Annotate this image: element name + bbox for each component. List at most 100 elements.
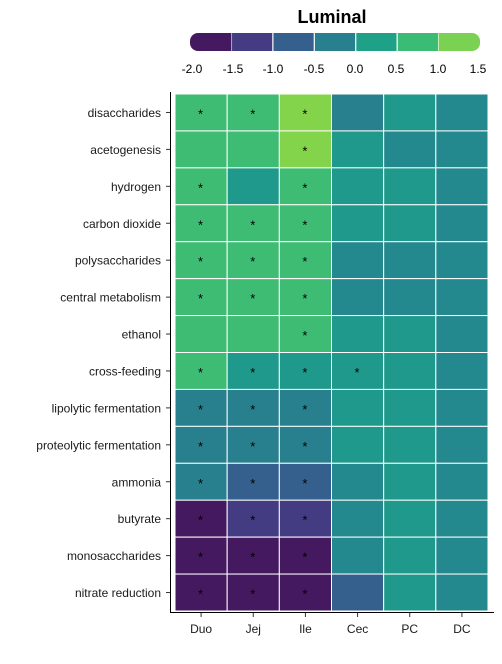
legend-tick-label: -0.5 [304, 62, 325, 76]
significance-asterisk: * [302, 476, 307, 491]
heatmap-cell [435, 573, 489, 612]
heatmap-cell [226, 315, 280, 354]
heatmap-cell [278, 130, 333, 169]
heatmap-cell [383, 278, 437, 317]
heatmap-cell [331, 573, 385, 612]
heatmap-cell [278, 573, 333, 612]
row-label: ethanol [122, 328, 161, 342]
significance-asterisk: * [198, 513, 203, 528]
heatmap-cell [435, 462, 489, 501]
heatmap-cell [278, 315, 333, 354]
column-labels: Duo Jej Ile Cec PC DC [190, 612, 471, 636]
significance-asterisk: * [198, 439, 203, 454]
heatmap-cell [383, 93, 437, 132]
significance-asterisk: * [250, 106, 255, 121]
heatmap-cell [331, 315, 385, 354]
row-label: nitrate reduction [75, 586, 161, 600]
heatmap-cell [226, 130, 280, 169]
row-labels: disaccharides acetogenesis hydrogen carbon … [36, 106, 171, 600]
heatmap-cell [435, 93, 489, 132]
significance-asterisk: * [302, 180, 307, 195]
heatmap-cell [331, 388, 385, 427]
heatmap-cell [331, 352, 385, 390]
column-label: Jej [246, 622, 261, 636]
heatmap-cell [435, 388, 489, 427]
row-label: hydrogen [111, 180, 161, 194]
significance-asterisk: * [198, 587, 203, 602]
significance-asterisk: * [250, 365, 255, 380]
color-legend: -2.0 -1.5 -1.0 -0.5 0.0 0.5 1.0 1.5 [182, 33, 487, 76]
heatmap-cell [278, 167, 333, 206]
heatmap-cell [174, 241, 228, 280]
heatmap-cell [435, 167, 489, 206]
heatmap-cell [435, 130, 489, 169]
heatmap-cell [383, 315, 437, 354]
legend-color-bin [397, 33, 439, 51]
significance-asterisk: * [302, 217, 307, 232]
heatmap-cell [174, 352, 228, 390]
significance-asterisk: * [198, 217, 203, 232]
significance-asterisk: * [250, 513, 255, 528]
row-label: butyrate [118, 512, 162, 526]
significance-asterisk: * [198, 180, 203, 195]
heatmap-cell [174, 130, 228, 169]
heatmap-cell [383, 499, 437, 538]
row-label: central metabolism [60, 291, 161, 305]
heatmap-cell [331, 462, 385, 501]
heatmap-cell [278, 462, 333, 501]
legend-color-bin [314, 33, 356, 51]
legend-color-bin-fill [223, 33, 232, 51]
heatmap-cell [278, 352, 333, 390]
heatmap-cell [174, 315, 228, 354]
significance-asterisk: * [302, 513, 307, 528]
heatmap-cell [435, 499, 489, 538]
heatmap-cell [383, 167, 437, 206]
significance-asterisk: * [198, 402, 203, 417]
significance-asterisk: * [198, 550, 203, 565]
significance-asterisk: * [302, 254, 307, 269]
heatmap-cells [174, 93, 489, 612]
column-label: DC [453, 622, 471, 636]
significance-asterisk: * [250, 550, 255, 565]
row-label: monosaccharides [67, 549, 161, 563]
legend-color-bin [231, 33, 273, 51]
heatmap-cell [226, 278, 280, 317]
heatmap-cell [226, 167, 280, 206]
heatmap-cell [383, 425, 437, 464]
legend-tick-label: -1.0 [263, 62, 284, 76]
heatmap-cell [331, 204, 385, 243]
heatmap-cell [383, 573, 437, 612]
heatmap-cell [226, 462, 280, 501]
significance-asterisk: * [355, 365, 360, 380]
heatmap-cell [383, 536, 437, 575]
heatmap-cell [174, 425, 228, 464]
heatmap-cell [278, 425, 333, 464]
significance-asterisk: * [250, 254, 255, 269]
heatmap-cell [383, 352, 437, 390]
significance-asterisk: * [250, 476, 255, 491]
significance-asterisk: * [302, 291, 307, 306]
significance-asterisk: * [198, 291, 203, 306]
heatmap-cell [435, 536, 489, 575]
heatmap-cell [383, 388, 437, 427]
heatmap-cell [331, 425, 385, 464]
significance-marks: * * * * * * * * * * * * * * * * * * * * * * * * * * * * * * * * * * * * * * [198, 106, 360, 601]
legend-color-bin [190, 33, 232, 51]
legend-tick-label: 1.0 [430, 62, 447, 76]
heatmap-cell [435, 241, 489, 280]
heatmap-cell [331, 130, 385, 169]
heatmap-cell [331, 278, 385, 317]
significance-asterisk: * [250, 217, 255, 232]
significance-asterisk: * [198, 254, 203, 269]
heatmap-cell [174, 388, 228, 427]
significance-asterisk: * [198, 476, 203, 491]
column-label: Duo [190, 622, 212, 636]
heatmap-cell [435, 425, 489, 464]
chart-title: Luminal [297, 7, 366, 27]
significance-asterisk: * [198, 365, 203, 380]
row-label: ammonia [112, 475, 162, 489]
heatmap-cell [278, 278, 333, 317]
heatmap-cell [331, 499, 385, 538]
row-label: carbon dioxide [83, 217, 161, 231]
